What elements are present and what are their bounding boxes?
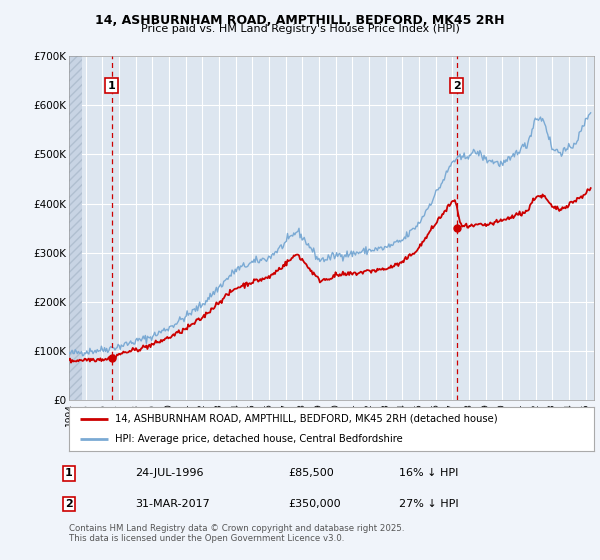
Text: 16% ↓ HPI: 16% ↓ HPI — [399, 468, 458, 478]
Text: Price paid vs. HM Land Registry's House Price Index (HPI): Price paid vs. HM Land Registry's House … — [140, 24, 460, 34]
Text: 2: 2 — [452, 81, 460, 91]
Text: 1: 1 — [108, 81, 116, 91]
Text: 1: 1 — [65, 468, 73, 478]
Text: 31-MAR-2017: 31-MAR-2017 — [135, 499, 210, 509]
Text: 2: 2 — [65, 499, 73, 509]
Text: HPI: Average price, detached house, Central Bedfordshire: HPI: Average price, detached house, Cent… — [115, 434, 403, 444]
Text: Contains HM Land Registry data © Crown copyright and database right 2025.: Contains HM Land Registry data © Crown c… — [69, 524, 404, 533]
Text: 14, ASHBURNHAM ROAD, AMPTHILL, BEDFORD, MK45 2RH (detached house): 14, ASHBURNHAM ROAD, AMPTHILL, BEDFORD, … — [115, 414, 498, 424]
Text: £350,000: £350,000 — [288, 499, 341, 509]
Text: £85,500: £85,500 — [288, 468, 334, 478]
Text: This data is licensed under the Open Government Licence v3.0.: This data is licensed under the Open Gov… — [69, 534, 344, 543]
Text: 14, ASHBURNHAM ROAD, AMPTHILL, BEDFORD, MK45 2RH: 14, ASHBURNHAM ROAD, AMPTHILL, BEDFORD, … — [95, 14, 505, 27]
Text: 24-JUL-1996: 24-JUL-1996 — [135, 468, 203, 478]
Text: 27% ↓ HPI: 27% ↓ HPI — [399, 499, 458, 509]
